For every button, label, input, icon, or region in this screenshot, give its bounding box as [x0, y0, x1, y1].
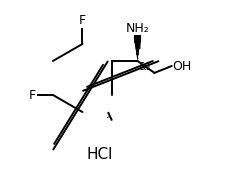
Text: &1: &1: [139, 62, 153, 72]
Text: OH: OH: [172, 60, 192, 72]
Polygon shape: [134, 37, 141, 61]
Text: NH₂: NH₂: [126, 22, 149, 35]
Text: HCl: HCl: [86, 147, 113, 162]
Text: F: F: [29, 89, 36, 102]
Text: F: F: [79, 14, 86, 27]
